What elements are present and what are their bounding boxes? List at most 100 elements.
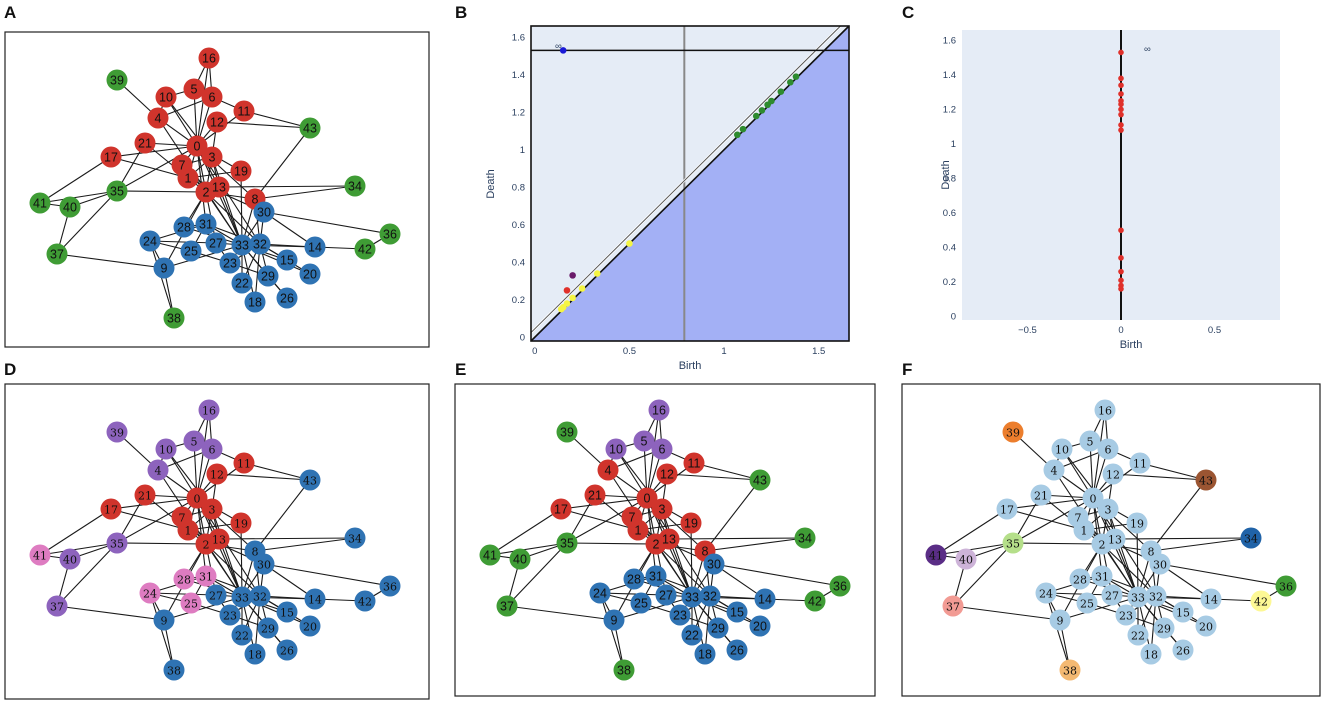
graph-node-label: 36 (833, 579, 847, 593)
graph-node-label: 32 (1149, 590, 1163, 603)
graph-node-circle (996, 498, 1018, 520)
graph-node-circle (163, 659, 185, 681)
graph-node: 32 (249, 233, 271, 255)
graph-node-circle (651, 498, 673, 520)
graph-node-circle (155, 86, 177, 108)
graph-node-circle (139, 230, 161, 252)
graph-node-label: 11 (688, 456, 701, 470)
y-tick-label-c: 1.2 (943, 104, 956, 115)
graph-node-label: 18 (1144, 648, 1158, 661)
graph-node: 26 (1172, 639, 1194, 661)
graph-node: 20 (1195, 615, 1217, 637)
graph-node-label: 22 (685, 628, 699, 642)
graph-node: 14 (304, 236, 326, 258)
graph-node: 4 (1043, 459, 1065, 481)
graph-node: 35 (1002, 532, 1024, 554)
graph-node: 39 (106, 421, 128, 443)
graph-node: 18 (1140, 643, 1162, 665)
graph-node: 0 (1082, 487, 1104, 509)
graph-node-label: 16 (652, 403, 666, 417)
graph-node-circle (198, 399, 220, 421)
graph-node: 9 (153, 257, 175, 279)
graph-node: 13 (1104, 528, 1126, 550)
graph-node-label: 18 (698, 647, 712, 661)
graph-node-label: 35 (110, 184, 124, 198)
graph-node: 23 (1115, 604, 1137, 626)
graph-node-label: 34 (1244, 532, 1258, 545)
network-panel-f: 0123456789101112131415161718192021222324… (901, 383, 1321, 697)
graph-node-circle (1149, 553, 1171, 575)
graph-node-label: 25 (184, 597, 198, 610)
graph-node-label: 12 (660, 467, 674, 481)
graph-edge (599, 592, 625, 671)
persistence-point-red (563, 287, 571, 294)
graph-node: 38 (613, 659, 635, 681)
graph-node: 23 (219, 604, 241, 626)
persistence-point-blue (559, 47, 567, 54)
graph-edge (218, 185, 356, 188)
graph-node-label: 23 (673, 608, 687, 622)
graph-node: 29 (1153, 617, 1175, 639)
graph-node-label: 31 (199, 570, 213, 583)
graph-edge (607, 469, 693, 598)
graph-node-label: 25 (184, 244, 198, 258)
graph-edge (1059, 596, 1139, 621)
graph-node: 28 (173, 568, 195, 590)
graph-node: 35 (106, 532, 128, 554)
graph-node-circle (46, 595, 68, 617)
graph-node: 23 (669, 604, 691, 626)
graph-edge (218, 537, 356, 540)
graph-node-label: 38 (167, 311, 181, 325)
y-tick-label-b: 0.6 (512, 220, 525, 231)
graph-node-circle (754, 588, 776, 610)
graph-node-circle (605, 438, 627, 460)
graph-node-label: 24 (593, 586, 607, 600)
graph-node-label: 9 (161, 614, 168, 627)
graph-edge (149, 240, 175, 319)
graph-node-circle (379, 223, 401, 245)
graph-node-label: 40 (63, 553, 77, 566)
graph-node-circle (344, 175, 366, 197)
graph-node: 30 (253, 553, 275, 575)
persistence-point-purple (569, 272, 576, 279)
graph-node-circle (180, 240, 202, 262)
graph-node: 13 (208, 176, 230, 198)
network-panel-a: 0123456789101112131415161718192021222324… (4, 31, 430, 348)
graph-node: 43 (299, 117, 321, 139)
graph-node: 15 (726, 601, 748, 623)
graph-node-label: 19 (684, 516, 698, 530)
graph-node-label: 19 (1130, 517, 1144, 530)
graph-node-circle (794, 527, 816, 549)
y-tick-label-b: 1.6 (512, 32, 525, 43)
graph-node-circle (276, 287, 298, 309)
graph-node-label: 7 (629, 510, 636, 524)
graph-node: 24 (589, 582, 611, 604)
graph-node-circle (623, 568, 645, 590)
graph-node-label: 35 (560, 536, 574, 550)
graph-node-label: 23 (1119, 609, 1133, 622)
graph-node-circle (139, 582, 161, 604)
graph-node-label: 6 (209, 90, 216, 104)
graph-node-circle (655, 584, 677, 606)
graph-edge (163, 596, 243, 621)
graph-node: 10 (155, 438, 177, 460)
graph-node: 16 (1094, 399, 1116, 421)
graph-node-circle (186, 487, 208, 509)
graph-node-circle (1153, 617, 1175, 639)
graph-edge (39, 542, 118, 556)
graph-node-label: 13 (662, 532, 676, 546)
graph-node: 26 (276, 287, 298, 309)
graph-node-label: 5 (641, 434, 648, 448)
graph-node-circle (1091, 565, 1113, 587)
graph-node: 16 (198, 47, 220, 69)
panel-label-d: D (4, 360, 16, 379)
graph-node-label: 31 (199, 217, 213, 231)
graph-node: 0 (186, 487, 208, 509)
graph-node-circle (1082, 487, 1104, 509)
graph-node-circle (1002, 421, 1024, 443)
graph-node: 20 (299, 615, 321, 637)
graph-node-label: 10 (609, 442, 623, 456)
graph-edge (149, 592, 217, 596)
graph-edge (560, 497, 648, 510)
graph-node-label: 42 (1254, 595, 1268, 608)
